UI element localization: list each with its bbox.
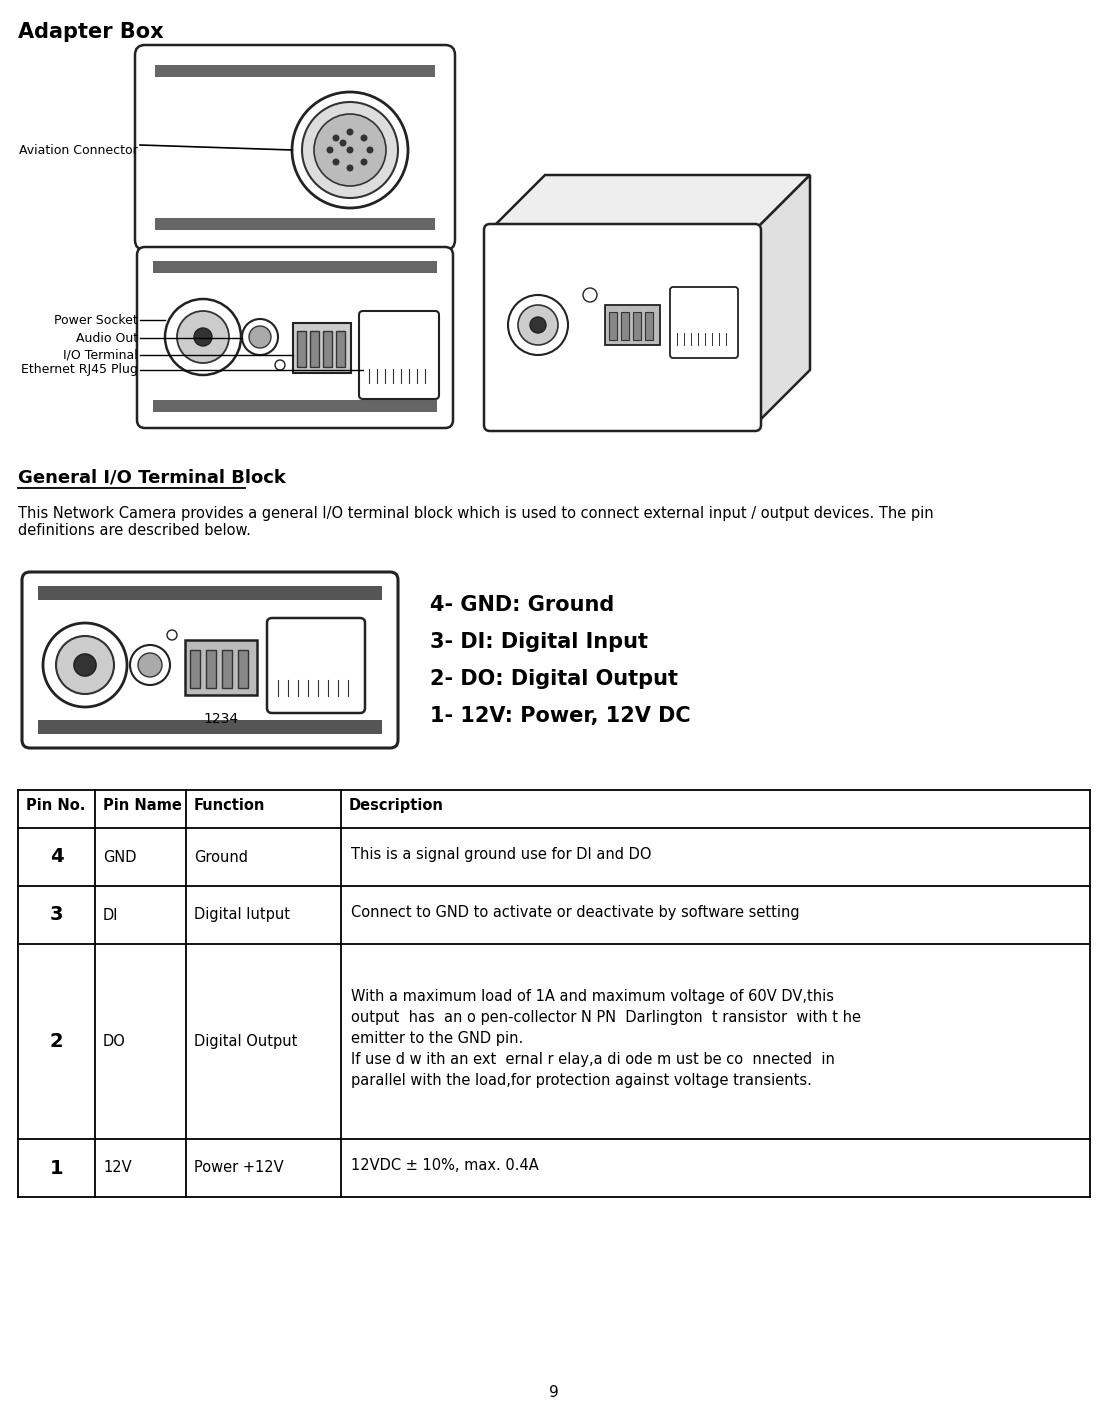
Text: Audio Out: Audio Out (75, 331, 138, 344)
Circle shape (43, 624, 127, 706)
Text: Connect to GND to activate or deactivate by software setting: Connect to GND to activate or deactivate… (351, 905, 800, 919)
Circle shape (242, 320, 278, 355)
Circle shape (332, 158, 339, 166)
Circle shape (249, 325, 271, 348)
Bar (297, 331, 306, 367)
Bar (310, 331, 319, 367)
Text: emitter to the GND pin.: emitter to the GND pin. (351, 1030, 523, 1046)
Text: Description: Description (349, 798, 444, 813)
Bar (633, 313, 642, 340)
Bar (155, 66, 435, 77)
Circle shape (367, 147, 373, 154)
Circle shape (339, 140, 347, 147)
Circle shape (347, 164, 353, 171)
Circle shape (507, 295, 568, 355)
FancyBboxPatch shape (484, 224, 761, 431)
Circle shape (314, 114, 386, 186)
Bar (222, 651, 232, 688)
Text: 4: 4 (50, 848, 63, 866)
Circle shape (165, 300, 242, 375)
Bar (155, 218, 435, 230)
Circle shape (519, 305, 558, 345)
Bar (38, 721, 382, 733)
Circle shape (360, 158, 368, 166)
Bar (609, 313, 617, 340)
Bar (324, 331, 332, 367)
Text: Pin No.: Pin No. (25, 798, 85, 813)
Bar (620, 313, 629, 340)
Circle shape (302, 101, 398, 198)
Circle shape (332, 134, 339, 141)
Circle shape (530, 317, 546, 332)
Text: Power Socket: Power Socket (54, 314, 138, 327)
Text: 1- 12V: Power, 12V DC: 1- 12V: Power, 12V DC (430, 706, 690, 726)
Bar (336, 331, 345, 367)
Text: Digital Output: Digital Output (194, 1035, 297, 1049)
Bar (153, 261, 437, 273)
FancyBboxPatch shape (22, 572, 398, 748)
Text: DO: DO (103, 1035, 126, 1049)
Circle shape (177, 311, 229, 362)
Text: This is a signal ground use for DI and DO: This is a signal ground use for DI and D… (351, 846, 652, 862)
Text: DI: DI (103, 908, 119, 922)
Circle shape (293, 91, 408, 208)
Text: 9: 9 (550, 1386, 558, 1400)
Circle shape (583, 288, 597, 303)
Bar (189, 651, 201, 688)
Circle shape (347, 128, 353, 136)
Text: Ethernet RJ45 Plug: Ethernet RJ45 Plug (21, 364, 138, 377)
Text: Power +12V: Power +12V (194, 1160, 284, 1176)
Text: 1: 1 (50, 1159, 63, 1177)
Circle shape (138, 654, 162, 676)
FancyBboxPatch shape (359, 311, 439, 400)
Text: This Network Camera provides a general I/O terminal block which is used to conne: This Network Camera provides a general I… (18, 507, 934, 538)
Polygon shape (490, 176, 810, 230)
Text: Function: Function (194, 798, 266, 813)
Text: Digital Iutput: Digital Iutput (194, 908, 290, 922)
Text: Ground: Ground (194, 849, 248, 865)
Text: 4- GND: Ground: 4- GND: Ground (430, 595, 614, 615)
Bar (153, 400, 437, 412)
Bar (38, 586, 382, 599)
Polygon shape (755, 176, 810, 425)
FancyBboxPatch shape (135, 46, 455, 250)
Bar (206, 651, 216, 688)
Text: 2- DO: Digital Output: 2- DO: Digital Output (430, 669, 678, 689)
Circle shape (74, 654, 96, 676)
Bar (238, 651, 248, 688)
Bar (645, 313, 653, 340)
Text: If use d w ith an ext  ernal r elay,a di ode m ust be co  nnected  in: If use d w ith an ext ernal r elay,a di … (351, 1052, 834, 1067)
Bar (605, 305, 660, 345)
Text: Aviation Connector: Aviation Connector (19, 144, 138, 157)
Text: GND: GND (103, 849, 136, 865)
FancyBboxPatch shape (670, 287, 738, 358)
Circle shape (275, 360, 285, 370)
Text: 1234: 1234 (204, 712, 238, 726)
Bar (185, 639, 257, 695)
Text: Pin Name: Pin Name (103, 798, 182, 813)
Text: With a maximum load of 1A and maximum voltage of 60V DV,this: With a maximum load of 1A and maximum vo… (351, 989, 834, 1005)
Circle shape (194, 328, 212, 345)
Text: 12V: 12V (103, 1160, 132, 1176)
Circle shape (57, 636, 114, 694)
Text: 3: 3 (50, 906, 63, 925)
Text: I/O Terminal: I/O Terminal (63, 348, 138, 361)
Text: parallel with the load,for protection against voltage transients.: parallel with the load,for protection ag… (351, 1073, 812, 1087)
Text: 3- DI: Digital Input: 3- DI: Digital Input (430, 632, 648, 652)
FancyBboxPatch shape (137, 247, 453, 428)
Circle shape (347, 147, 353, 154)
Circle shape (360, 134, 368, 141)
Circle shape (167, 629, 177, 639)
Text: Adapter Box: Adapter Box (18, 21, 164, 41)
FancyBboxPatch shape (267, 618, 365, 714)
Text: 12VDC ± 10%, max. 0.4A: 12VDC ± 10%, max. 0.4A (351, 1157, 538, 1173)
Circle shape (130, 645, 170, 685)
Bar (293, 323, 351, 372)
Text: General I/O Terminal Block: General I/O Terminal Block (18, 468, 286, 487)
Circle shape (327, 147, 334, 154)
Text: output  has  an o pen-collector N PN  Darlington  t ransistor  with t he: output has an o pen-collector N PN Darli… (351, 1010, 861, 1025)
Text: 2: 2 (50, 1032, 63, 1052)
